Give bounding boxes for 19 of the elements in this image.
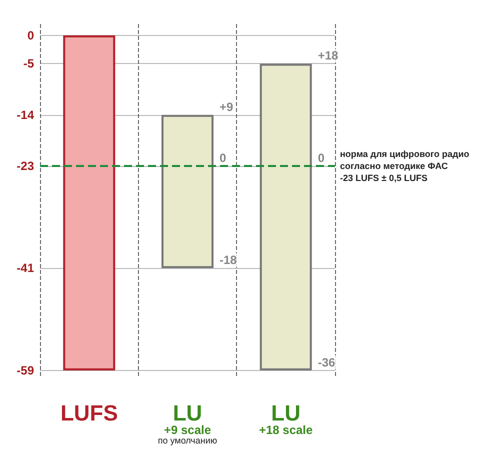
annotation: +18 bbox=[318, 48, 339, 63]
bar bbox=[162, 114, 214, 268]
bar bbox=[63, 35, 116, 370]
x-tick-label: LU +18 scale bbox=[258, 400, 314, 437]
bar bbox=[260, 64, 312, 370]
y-tick-label: -59 bbox=[16, 363, 34, 378]
annotation: -36 bbox=[318, 355, 336, 370]
x-tick-label: LUFS bbox=[60, 400, 118, 426]
y-tick-label: -5 bbox=[23, 56, 34, 71]
ref-line-label: норма для цифрового радио согласно методике ФАС -23 LUFS ± 0,5 LUFS bbox=[340, 148, 470, 183]
x-tick-label: LU +9 scale по умолчанию bbox=[158, 400, 218, 446]
y-tick-label: -23 bbox=[16, 158, 34, 173]
annotation: -18 bbox=[220, 253, 238, 268]
annotation: 0 bbox=[220, 150, 226, 165]
y-tick-label: -41 bbox=[16, 261, 34, 276]
annotation: +9 bbox=[220, 100, 234, 114]
annotation: 0 bbox=[318, 150, 325, 165]
y-tick-label: -14 bbox=[16, 108, 34, 122]
y-tick-label: 0 bbox=[27, 28, 34, 42]
